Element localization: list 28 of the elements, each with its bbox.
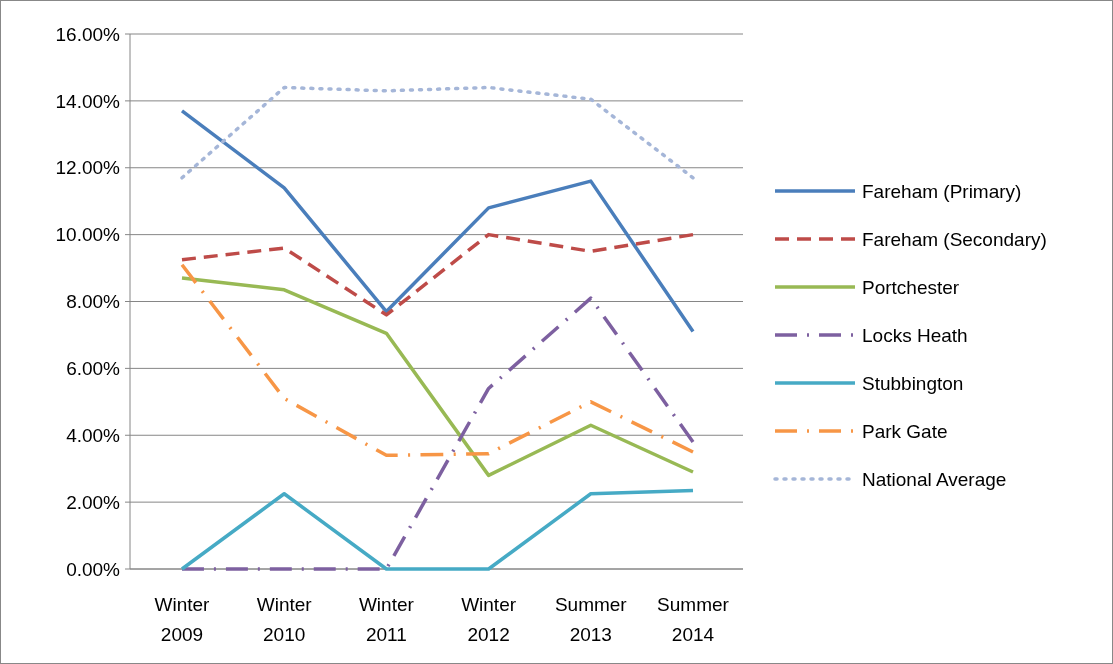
y-tick-label: 8.00% (66, 291, 121, 313)
y-tick-label: 14.00% (55, 90, 121, 112)
x-tick-label: Winter 2011 (358, 594, 415, 645)
x-tick-label: Summer 2014 (657, 594, 730, 645)
legend-label: Stubbington (862, 372, 964, 394)
line-series (180, 232, 695, 317)
x-tick-label: Summer 2013 (554, 594, 628, 645)
legend-label: National Average (862, 468, 1007, 490)
y-tick-label: 2.00% (66, 491, 121, 513)
legend-label: Fareham (Primary) (862, 180, 1022, 202)
y-tick-label: 10.00% (55, 224, 121, 246)
y-tick-label: 16.00% (55, 23, 121, 45)
x-tick-label: Winter 2009 (154, 594, 211, 645)
y-tick-label: 4.00% (66, 424, 121, 446)
x-tick-label: Winter 2012 (461, 594, 517, 645)
legend-label: Locks Heath (862, 324, 968, 346)
line-series (180, 109, 695, 334)
line-series (180, 85, 695, 180)
line-series (180, 296, 695, 571)
line-series (180, 262, 695, 458)
y-tick-label: 12.00% (55, 157, 121, 179)
line-series (180, 276, 695, 478)
legend-label: Park Gate (862, 420, 948, 442)
legend-label: Fareham (Secondary) (862, 228, 1047, 250)
y-tick-label: 0.00% (66, 558, 121, 580)
x-tick-label: Winter 2010 (256, 594, 313, 645)
legend-label: Portchester (862, 276, 960, 298)
y-tick-label: 6.00% (66, 358, 121, 380)
